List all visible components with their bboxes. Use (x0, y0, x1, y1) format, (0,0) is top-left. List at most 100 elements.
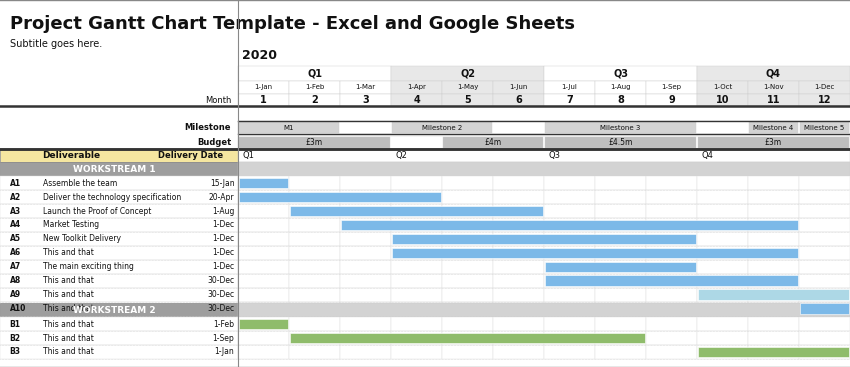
Bar (799, 190, 850, 204)
Text: Q1: Q1 (307, 68, 322, 79)
Bar (289, 331, 340, 345)
Bar (646, 81, 697, 94)
Text: Milestone: Milestone (184, 123, 231, 132)
Bar (545, 137, 696, 148)
Bar (0, 218, 238, 232)
Text: This and that: This and that (42, 248, 94, 257)
Bar (748, 218, 799, 232)
Bar (442, 232, 493, 246)
Bar (442, 94, 493, 106)
Bar (799, 260, 850, 274)
Bar (391, 218, 442, 232)
Bar (799, 176, 850, 190)
Bar (697, 66, 850, 81)
Bar (0, 302, 238, 316)
Bar (442, 274, 493, 288)
Bar (595, 232, 646, 246)
Bar (289, 218, 340, 232)
Bar (238, 136, 850, 149)
Bar (340, 81, 391, 94)
Text: 1-Apr: 1-Apr (407, 84, 426, 90)
Bar (289, 302, 340, 316)
Bar (0, 274, 238, 288)
Bar (544, 246, 595, 260)
Bar (748, 94, 799, 106)
Text: 30-Dec: 30-Dec (207, 290, 235, 299)
Bar (493, 345, 544, 359)
Bar (391, 94, 442, 106)
Text: M1: M1 (284, 124, 294, 131)
Bar (749, 122, 798, 133)
Text: A7: A7 (9, 262, 20, 271)
Bar (799, 317, 850, 331)
Bar (595, 331, 646, 345)
Bar (799, 274, 850, 288)
Text: 30-Dec: 30-Dec (207, 276, 235, 285)
Bar (493, 288, 544, 302)
Text: 9: 9 (668, 95, 675, 105)
Text: 1-Dec: 1-Dec (212, 235, 235, 243)
Text: 1-Nov: 1-Nov (763, 84, 784, 90)
Bar (697, 260, 748, 274)
Text: 1-Jan: 1-Jan (215, 348, 235, 356)
Bar (289, 260, 340, 274)
Bar (544, 274, 595, 288)
Bar (544, 345, 595, 359)
Bar (392, 248, 798, 258)
Bar (799, 218, 850, 232)
Text: Assemble the team: Assemble the team (42, 179, 117, 188)
Bar (391, 204, 442, 218)
Text: 2: 2 (311, 95, 318, 105)
Text: Budget: Budget (197, 138, 231, 147)
Bar (442, 246, 493, 260)
Text: 4: 4 (413, 95, 420, 105)
Text: B3: B3 (9, 348, 20, 356)
Bar (748, 317, 799, 331)
Bar (697, 81, 748, 94)
Text: WORKSTREAM 2: WORKSTREAM 2 (73, 306, 156, 315)
Bar (646, 176, 697, 190)
Bar (799, 204, 850, 218)
Bar (646, 190, 697, 204)
Text: A1: A1 (9, 179, 20, 188)
Text: Subtitle goes here.: Subtitle goes here. (10, 39, 103, 49)
Bar (289, 176, 340, 190)
Bar (799, 331, 850, 345)
Bar (646, 288, 697, 302)
Bar (238, 81, 289, 94)
Text: A10: A10 (9, 304, 26, 313)
Text: 6: 6 (515, 95, 522, 105)
Bar (544, 288, 595, 302)
Bar (392, 234, 696, 244)
Bar (595, 288, 646, 302)
Bar (238, 345, 289, 359)
Bar (748, 288, 799, 302)
Bar (0, 190, 238, 204)
Text: Deliver the technology specification: Deliver the technology specification (42, 193, 181, 201)
Bar (595, 218, 646, 232)
Text: This and that: This and that (42, 276, 94, 285)
Text: 1-Jun: 1-Jun (509, 84, 528, 90)
Bar (238, 232, 289, 246)
Bar (595, 302, 646, 316)
Bar (442, 204, 493, 218)
Bar (238, 302, 289, 316)
Bar (545, 262, 696, 272)
Bar (544, 331, 595, 345)
Text: Launch the Proof of Concept: Launch the Proof of Concept (42, 207, 151, 215)
Text: Month: Month (205, 95, 231, 105)
Text: Q2: Q2 (395, 151, 407, 160)
Bar (238, 218, 289, 232)
Text: 1-Aug: 1-Aug (212, 207, 235, 215)
Bar (493, 190, 544, 204)
Text: 15-Jan: 15-Jan (210, 179, 235, 188)
Text: 8: 8 (617, 95, 624, 105)
Text: This and that: This and that (42, 320, 94, 328)
Text: Market Testing: Market Testing (42, 221, 99, 229)
Bar (391, 66, 544, 81)
Bar (697, 345, 748, 359)
Bar (238, 274, 289, 288)
Bar (238, 246, 289, 260)
Bar (748, 260, 799, 274)
Text: Milestone 4: Milestone 4 (753, 124, 794, 131)
